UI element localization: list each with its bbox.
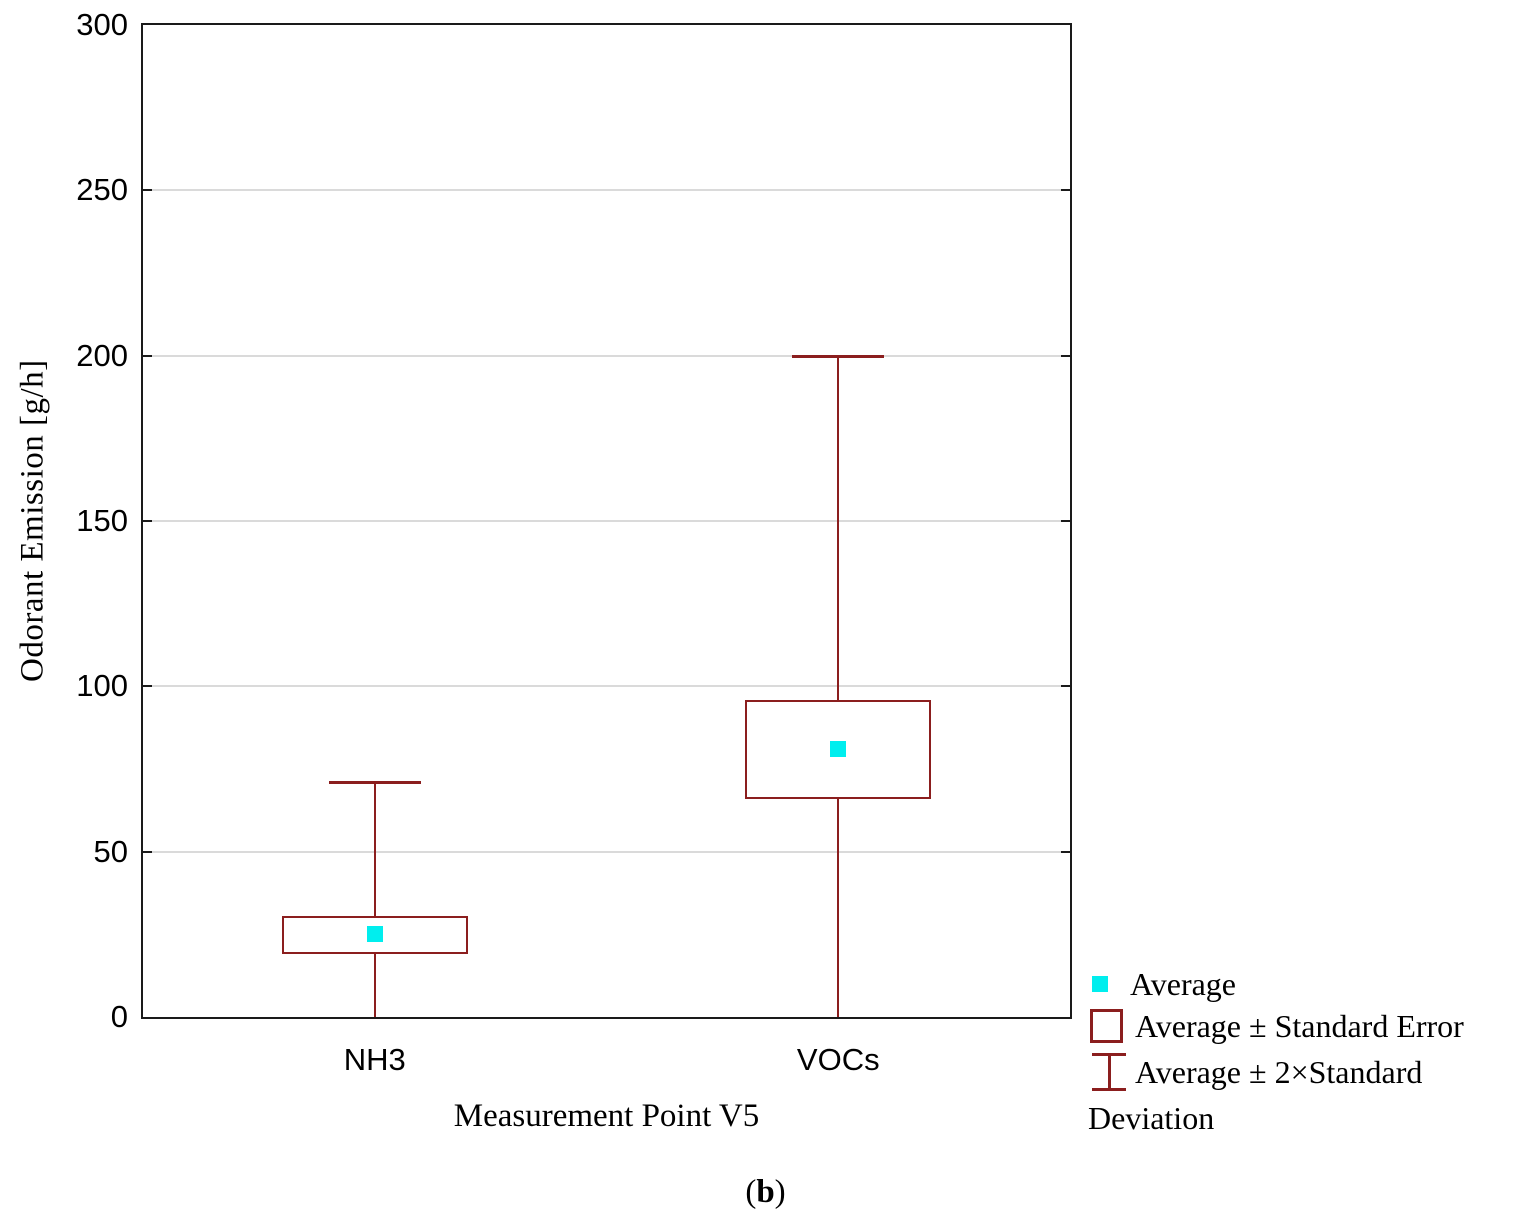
y-tick-left — [143, 850, 152, 853]
whisker-upper — [373, 782, 376, 917]
legend-row-standard-error: Average ± Standard Error — [1090, 1006, 1464, 1046]
gridline — [143, 354, 1070, 357]
y-tick-left — [143, 685, 152, 688]
x-axis-title: Measurement Point V5 — [453, 1098, 760, 1134]
legend-row-standard-deviation: Average ± 2×Standard — [1092, 1052, 1422, 1092]
gridline — [143, 520, 1070, 522]
whisker-upper — [837, 355, 840, 700]
y-tick-right — [1061, 850, 1070, 853]
gridline — [143, 685, 1070, 688]
y-tick-label: 0 — [110, 999, 128, 1034]
gridline — [143, 850, 1070, 853]
y-tick-right — [1061, 354, 1070, 357]
legend-row-average: Average — [1092, 964, 1236, 1004]
plot-area — [141, 23, 1072, 1019]
legend-row-deviation-wrap: Deviation — [1088, 1098, 1214, 1138]
whisker-icon — [1092, 1053, 1126, 1091]
y-tick-right — [1061, 520, 1070, 522]
y-tick-label: 200 — [76, 337, 128, 373]
y-tick-label: 150 — [76, 503, 128, 538]
y-tick-label: 250 — [76, 172, 128, 208]
average-marker — [366, 926, 383, 943]
caption-letter: b — [756, 1174, 775, 1210]
y-tick-left — [143, 189, 152, 192]
legend-label-average: Average — [1130, 965, 1236, 1002]
whisker-lower — [837, 798, 840, 1017]
y-tick-label: 100 — [76, 668, 128, 704]
y-axis-title: Odorant Emission [g/h] — [14, 359, 51, 683]
y-tick-left — [143, 354, 152, 357]
legend-label-standard-deviation-line1: Average ± 2×Standard — [1135, 1053, 1423, 1090]
average-marker — [830, 741, 847, 758]
gridline — [143, 189, 1070, 192]
y-tick-right — [1061, 685, 1070, 688]
x-category-label: NH3 — [343, 1042, 406, 1077]
legend-label-standard-error: Average ± Standard Error — [1135, 1007, 1464, 1044]
y-tick-label: 50 — [93, 833, 128, 869]
y-tick-label: 300 — [76, 7, 128, 42]
whisker-upper-cap — [328, 781, 421, 785]
legend-label-standard-deviation-line2: Deviation — [1088, 1099, 1215, 1136]
standard-error-box — [281, 916, 468, 955]
standard-error-box-icon — [1090, 1009, 1123, 1043]
figure-caption: (b) — [745, 1174, 786, 1210]
y-tick-right — [1061, 189, 1070, 192]
x-category-label: VOCs — [796, 1042, 880, 1077]
whisker-lower — [373, 954, 376, 1017]
y-tick-left — [143, 520, 152, 522]
average-marker-icon — [1092, 976, 1108, 992]
whisker-upper-cap — [792, 354, 885, 358]
